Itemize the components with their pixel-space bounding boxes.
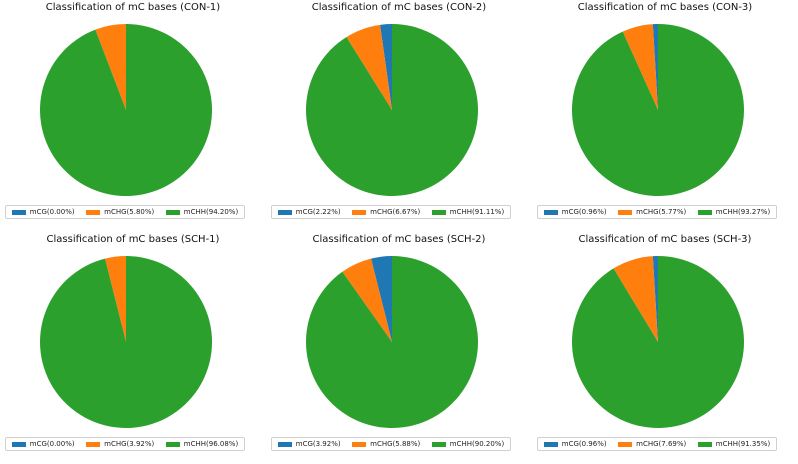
chart-title: Classification of mC bases (SCH-1) [46, 234, 220, 245]
legend: mCG(0.96%) mCHG(7.69%) mCHH(91.35%) [537, 437, 777, 451]
legend-swatch-mcg [543, 209, 558, 215]
legend-item-mcg: mCG(0.00%) [11, 208, 75, 216]
pie-slice-mcg [371, 256, 392, 342]
pie-slice-mchh [40, 24, 213, 197]
legend-item-mchg: mCHG(5.88%) [352, 440, 420, 448]
legend-label-mchg: mCHG(3.92%) [104, 440, 155, 448]
pie-plot [571, 256, 744, 429]
legend-item-mchg: mCHG(5.77%) [618, 208, 686, 216]
legend-item-mchg: mCHG(6.67%) [352, 208, 420, 216]
legend: mCG(2.22%) mCHG(6.67%) mCHH(91.11%) [271, 205, 511, 219]
legend-item-mchh: mCHH(93.27%) [697, 208, 771, 216]
legend-item-mchh: mCHH(91.11%) [431, 208, 505, 216]
legend: mCG(0.96%) mCHG(5.77%) mCHH(93.27%) [537, 205, 777, 219]
chart-title: Classification of mC bases (SCH-2) [312, 234, 486, 245]
pie-chart-con-3: Classification of mC bases (CON-3) mCG(0… [532, 0, 798, 232]
pie-chart-sch-2: Classification of mC bases (SCH-2) mCG(3… [266, 232, 532, 464]
pie-slice-mchg [342, 258, 392, 342]
legend-item-mchh: mCHH(90.20%) [431, 440, 505, 448]
chart-title: Classification of mC bases (CON-2) [311, 2, 487, 13]
legend-item-mcg: mCG(3.92%) [277, 440, 341, 448]
pie-slice-mchh [571, 256, 744, 429]
legend-swatch-mchh [697, 209, 712, 215]
legend-label-mchg: mCHG(5.80%) [104, 208, 155, 216]
legend: mCG(3.92%) mCHG(5.88%) mCHH(90.20%) [271, 437, 511, 451]
legend-item-mchh: mCHH(94.20%) [165, 208, 239, 216]
pie-slice-mcg [652, 24, 658, 110]
legend-label-mcg: mCG(0.00%) [29, 208, 75, 216]
legend-swatch-mchg [618, 441, 633, 447]
legend-swatch-mchh [165, 209, 180, 215]
pie-slice-mcg [652, 256, 658, 342]
legend-swatch-mchh [431, 209, 446, 215]
legend-label-mchg: mCHG(5.88%) [370, 440, 421, 448]
legend-swatch-mcg [277, 209, 292, 215]
legend-label-mchg: mCHG(6.67%) [370, 208, 421, 216]
pie-plot [305, 256, 478, 428]
pie-chart-sch-3: Classification of mC bases (SCH-3) mCG(0… [532, 232, 798, 464]
pie-slice-mchh [305, 256, 478, 428]
legend-swatch-mcg [277, 441, 292, 447]
legend-item-mcg: mCG(2.22%) [277, 208, 341, 216]
pie-chart-con-2: Classification of mC bases (CON-2) mCG(2… [266, 0, 532, 232]
pie-slice-mchh [40, 255, 213, 428]
legend-item-mcg: mCG(0.96%) [543, 208, 607, 216]
legend-item-mcg: mCG(0.96%) [543, 440, 607, 448]
legend-swatch-mcg [11, 209, 26, 215]
pie-plot [40, 255, 213, 428]
pie-slice-mchg [105, 256, 126, 342]
legend-item-mchh: mCHH(96.08%) [165, 440, 239, 448]
pie-slice-mchh [305, 24, 478, 196]
legend-swatch-mchh [165, 441, 180, 447]
legend-label-mcg: mCG(0.96%) [561, 208, 607, 216]
legend-swatch-mchg [352, 209, 367, 215]
legend-label-mcg: mCG(2.22%) [295, 208, 341, 216]
legend-swatch-mcg [543, 441, 558, 447]
legend-label-mchh: mCHH(94.20%) [183, 208, 239, 216]
pie-slice-mchh [571, 24, 744, 196]
legend-label-mchh: mCHH(96.08%) [183, 440, 239, 448]
legend-swatch-mchg [618, 209, 633, 215]
pie-slice-mchg [346, 24, 392, 111]
legend-label-mcg: mCG(0.96%) [561, 440, 607, 448]
legend-swatch-mchh [431, 441, 446, 447]
pie-plot [571, 24, 744, 196]
legend-swatch-mchg [352, 441, 367, 447]
legend-item-mchh: mCHH(91.35%) [697, 440, 771, 448]
legend: mCG(0.00%) mCHG(5.80%) mCHH(94.20%) [5, 205, 245, 219]
legend-label-mchg: mCHG(5.77%) [636, 208, 687, 216]
legend-swatch-mchg [86, 209, 101, 215]
pie-chart-con-1: Classification of mC bases (CON-1) mCG(0… [0, 0, 266, 232]
chart-title: Classification of mC bases (CON-1) [45, 2, 221, 13]
pie-slice-mcg [380, 24, 392, 110]
legend-swatch-mcg [11, 441, 26, 447]
legend-label-mchh: mCHH(93.27%) [715, 208, 771, 216]
legend-label-mchh: mCHH(90.20%) [449, 440, 505, 448]
chart-title: Classification of mC bases (SCH-3) [578, 234, 752, 245]
legend-label-mcg: mCG(0.00%) [29, 440, 75, 448]
legend-item-mchg: mCHG(3.92%) [86, 440, 154, 448]
pie-chart-sch-1: Classification of mC bases (SCH-1) mCG(0… [0, 232, 266, 464]
legend-label-mchh: mCHH(91.11%) [449, 208, 505, 216]
legend-item-mchg: mCHG(5.80%) [86, 208, 154, 216]
legend-item-mchg: mCHG(7.69%) [618, 440, 686, 448]
pie-slice-mchg [613, 256, 658, 342]
pie-slice-mchg [95, 24, 126, 110]
legend: mCG(0.00%) mCHG(3.92%) mCHH(96.08%) [5, 437, 245, 451]
legend-swatch-mchh [697, 441, 712, 447]
legend-item-mcg: mCG(0.00%) [11, 440, 75, 448]
chart-title: Classification of mC bases (CON-3) [577, 2, 753, 13]
legend-swatch-mchg [86, 441, 101, 447]
legend-label-mchg: mCHG(7.69%) [636, 440, 687, 448]
pie-plot [40, 24, 213, 197]
legend-label-mcg: mCG(3.92%) [295, 440, 341, 448]
legend-label-mchh: mCHH(91.35%) [715, 440, 771, 448]
pie-slice-mchg [622, 24, 658, 110]
pie-plot [305, 24, 478, 196]
